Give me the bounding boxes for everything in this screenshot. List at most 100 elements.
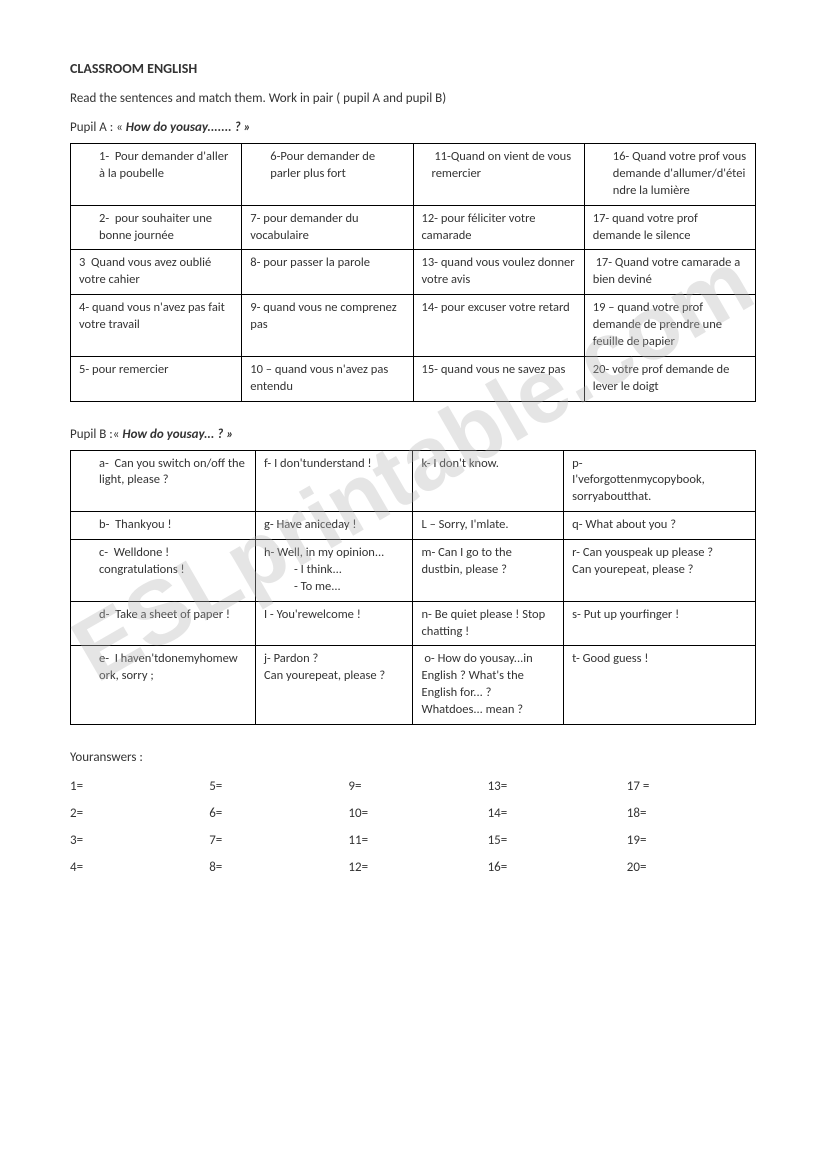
cell-text: You'rewelcome !	[277, 607, 361, 622]
cell-num: q-	[572, 517, 582, 532]
cell-num: p-	[572, 456, 582, 471]
cell-num: e-	[99, 651, 109, 666]
instructions: Read the sentences and match them. Work …	[70, 91, 756, 106]
cell-text: Pour demander d'aller à la poubelle	[99, 149, 228, 181]
table-row: c- Welldone ! congratulations ! h- Well,…	[71, 540, 756, 602]
answer-item: 3=	[70, 833, 199, 848]
pupil-b-table: a- Can you switch on/off the light, plea…	[70, 450, 756, 725]
pupil-b-prefix: Pupil B :«	[70, 427, 119, 442]
answer-item: 17 =	[627, 779, 756, 794]
cell-num: f-	[264, 456, 271, 471]
cell-text: What about you ?	[585, 517, 676, 532]
answer-item: 7=	[209, 833, 338, 848]
cell-text: Take a sheet of paper !	[115, 607, 230, 622]
table-row: 2- pour souhaiter une bonne journée 7- p…	[71, 205, 756, 250]
cell-text: quand vous voulez donner votre avis	[422, 255, 575, 287]
cell-num: 4-	[79, 300, 89, 315]
answer-item: 15=	[488, 833, 617, 848]
answer-item: 14=	[488, 806, 617, 821]
cell-text: pour féliciter votre camarade	[422, 211, 536, 243]
cell-num: a-	[99, 456, 109, 471]
cell-num: 2-	[99, 211, 109, 226]
cell-text: Welldone ! congratulations !	[99, 545, 185, 577]
cell-num: 16-	[613, 149, 630, 164]
cell-num: 15-	[422, 362, 439, 377]
table-row: a- Can you switch on/off the light, plea…	[71, 450, 756, 512]
pupil-a-italic: How do yousay....... ? »	[123, 120, 251, 135]
cell-text: Quand on vient de vous remercier	[432, 149, 572, 181]
table-row: 3 Quand vous avez oublié votre cahier 8-…	[71, 250, 756, 295]
cell-num: j-	[264, 651, 271, 666]
cell-text: Quand votre camarade a bien deviné	[593, 255, 740, 287]
cell-text: Can you switch on/off the light, please …	[99, 456, 245, 488]
cell-text: quand vous ne comprenez pas	[250, 300, 396, 332]
answer-item: 19=	[627, 833, 756, 848]
table-row: 5- pour remercier 10 – quand vous n'avez…	[71, 356, 756, 401]
cell-text: Can youspeak up please ? Can yourepeat, …	[572, 545, 713, 577]
answers-grid: 1= 5= 9= 13= 17 = 2= 6= 10= 14= 18= 3= 7…	[70, 779, 756, 875]
cell-num: n-	[421, 607, 431, 622]
cell-num: 17-	[593, 211, 610, 226]
cell-num: d-	[99, 607, 109, 622]
cell-num: 12-	[422, 211, 439, 226]
answer-item: 20=	[627, 860, 756, 875]
pupil-a-label: Pupil A : « How do yousay....... ? »	[70, 120, 756, 135]
cell-num: I -	[264, 607, 274, 622]
answer-item: 13=	[488, 779, 617, 794]
answer-item: 9=	[348, 779, 477, 794]
answer-item: 11=	[348, 833, 477, 848]
answer-item: 6=	[209, 806, 338, 821]
cell-num: s-	[572, 607, 581, 622]
cell-num: 3	[79, 255, 85, 270]
cell-num: h-	[264, 545, 274, 560]
pupil-b-italic: How do yousay... ? »	[119, 427, 233, 442]
worksheet-title: CLASSROOM ENGLISH	[70, 60, 756, 77]
cell-text: Well, in my opinion...	[277, 545, 384, 560]
cell-num: L –	[421, 517, 435, 532]
sublist-item: - I think...	[294, 562, 405, 579]
cell-text: Pour demander de parler plus fort	[270, 149, 375, 181]
table-row: e- I haven'tdonemyhomew ork, sorry ; j- …	[71, 646, 756, 725]
cell-num: b-	[99, 517, 109, 532]
cell-text: I don't know.	[433, 456, 499, 471]
cell-num: 1-	[99, 149, 109, 164]
cell-text: Be quiet please ! Stop chatting !	[421, 607, 545, 639]
pupil-a-table: 1- Pour demander d'aller à la poubelle 6…	[70, 143, 756, 402]
answer-item: 8=	[209, 860, 338, 875]
cell-text: Good guess !	[583, 651, 649, 666]
pupil-a-prefix: Pupil A : «	[70, 120, 123, 135]
sublist-item: - To me...	[294, 579, 405, 596]
cell-text: Quand votre prof vous demande d'allumer/…	[613, 149, 746, 198]
cell-num: 19 –	[593, 300, 615, 315]
cell-num: 20-	[593, 362, 610, 377]
cell-text: Sorry, I'mlate.	[439, 517, 509, 532]
cell-num: o-	[424, 651, 434, 666]
cell-text: pour demander du vocabulaire	[250, 211, 358, 243]
cell-text: quand votre prof demande le silence	[593, 211, 698, 243]
answer-item: 4=	[70, 860, 199, 875]
cell-num: k-	[421, 456, 430, 471]
table-row: 4- quand vous n'avez pas fait votre trav…	[71, 295, 756, 357]
answer-item: 10=	[348, 806, 477, 821]
cell-text: Put up yourfinger !	[584, 607, 679, 622]
cell-text: votre prof demande de lever le doigt	[593, 362, 730, 394]
cell-text: Quand vous avez oublié votre cahier	[79, 255, 211, 287]
cell-num: 5-	[79, 362, 89, 377]
answer-item: 5=	[209, 779, 338, 794]
cell-text: Have aniceday !	[276, 517, 356, 532]
cell-num: 7-	[250, 211, 260, 226]
cell-num: 10 –	[250, 362, 272, 377]
answer-item: 12=	[348, 860, 477, 875]
cell-text: I haven'tdonemyhomew ork, sorry ;	[99, 651, 238, 683]
cell-text: How do yousay...in English ? What's the …	[421, 651, 532, 717]
cell-text: pour excuser votre retard	[441, 300, 570, 315]
cell-text: pour souhaiter une bonne journée	[99, 211, 212, 243]
cell-num: 11-	[434, 149, 451, 164]
cell-num: c-	[99, 545, 108, 560]
cell-num: 14-	[422, 300, 439, 315]
answers-title: Youranswers :	[70, 750, 756, 765]
cell-text: I'veforgottenmycopybook, sorryaboutthat.	[572, 472, 705, 504]
cell-text: Can I go to the dustbin, please ?	[421, 545, 511, 577]
cell-text: pour remercier	[92, 362, 168, 377]
cell-num: m-	[421, 545, 435, 560]
